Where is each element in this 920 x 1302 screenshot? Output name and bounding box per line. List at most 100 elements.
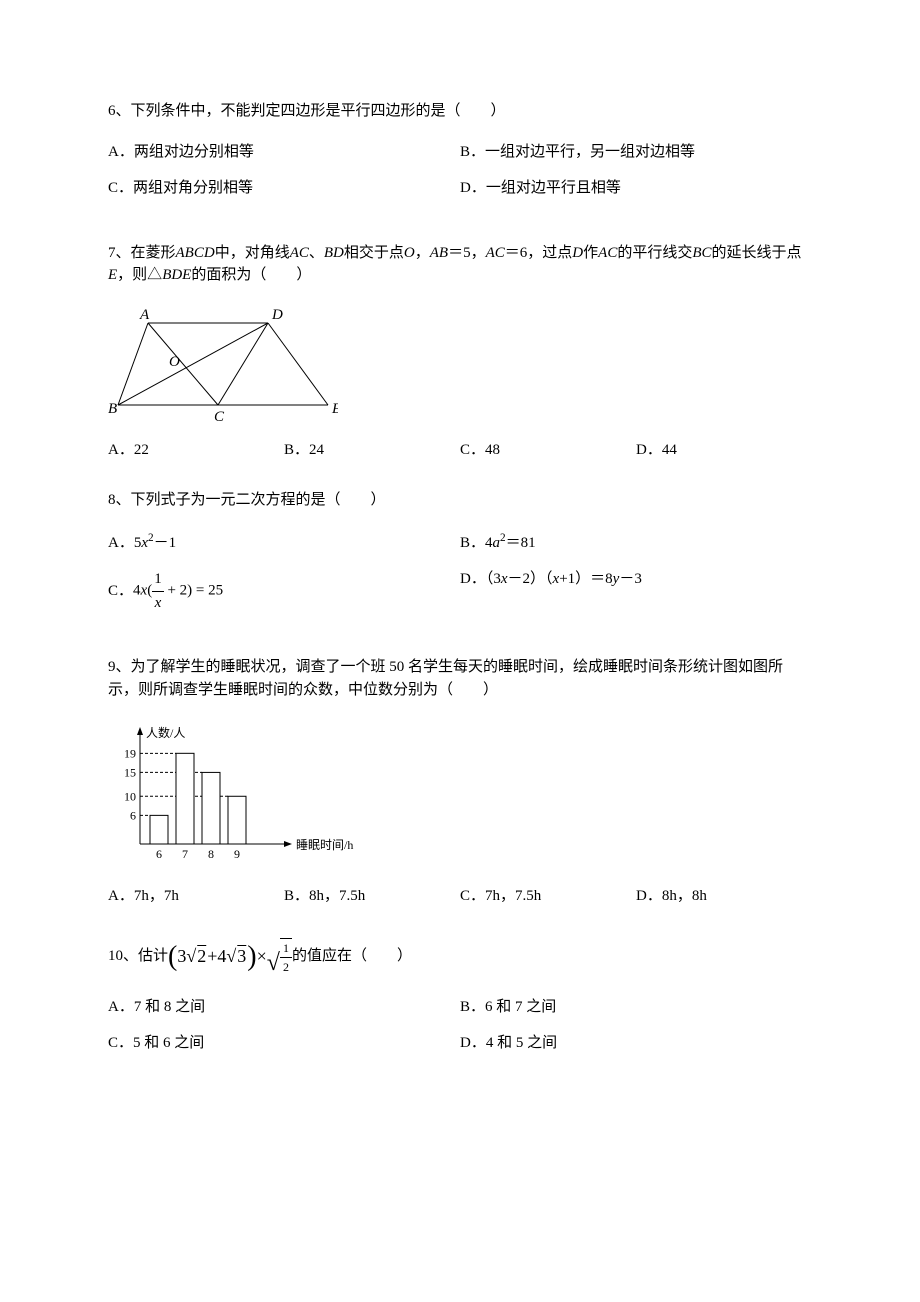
q8-option-a: A．5x2－1: [108, 530, 460, 555]
q6-option-c: C．两组对角分别相等: [108, 177, 460, 200]
rhombus-diagram: A D B C E O: [108, 305, 338, 423]
q7-text: 、: [309, 245, 324, 261]
svg-text:人数/人: 人数/人: [146, 725, 185, 740]
q7-text: 作: [583, 245, 598, 261]
q10-times: ×: [257, 943, 267, 970]
q7-option-b: B．24: [284, 439, 460, 462]
svg-text:15: 15: [124, 765, 136, 779]
svg-text:9: 9: [234, 847, 240, 861]
q9-option-b: B．8h，7.5h: [284, 885, 460, 908]
q7-ac: AC: [290, 245, 309, 261]
svg-text:D: D: [271, 307, 283, 323]
svg-text:19: 19: [124, 746, 136, 760]
q6-option-a: A．两组对边分别相等: [108, 141, 460, 164]
q7-text: 相交于点: [344, 245, 404, 261]
q7-ac2: AC: [486, 245, 505, 261]
question-9: 9、为了解学生的睡眠状况，调查了一个班 50 名学生每天的睡眠时间，绘成睡眠时间…: [108, 656, 812, 908]
q10-num: 1: [280, 939, 292, 958]
q9-stem: 9、为了解学生的睡眠状况，调查了一个班 50 名学生每天的睡眠时间，绘成睡眠时间…: [108, 656, 812, 701]
q10-lp: (: [168, 936, 177, 978]
q8c-den: x: [152, 592, 164, 615]
q7-text: 7、在菱形: [108, 245, 176, 261]
q8c-num: 1: [152, 568, 164, 592]
q8a-var: x: [141, 535, 148, 551]
q8c-4: 4: [133, 582, 141, 598]
q10-sqrt3: 3: [236, 943, 247, 970]
svg-text:6: 6: [156, 847, 162, 861]
q10-den: 2: [280, 958, 292, 976]
bar-chart: 6 10 15 19 6 7 8 9 人数/人睡眠时间/h: [108, 719, 408, 869]
q7-ab: AB: [430, 245, 448, 261]
question-8: 8、下列式子为一元二次方程的是（ ） A．5x2－1 B．4a2＝81 C． 4…: [108, 489, 812, 628]
q7-options: A．22 B．24 C．48 D．44: [108, 439, 812, 462]
q10-text: 的值应在（ ）: [292, 945, 412, 968]
q7-option-a: A．22: [108, 439, 284, 462]
q10-option-c: C．5 和 6 之间: [108, 1032, 460, 1055]
q7-text: 的平行线交: [617, 245, 692, 261]
q10-option-b: B．6 和 7 之间: [460, 996, 812, 1019]
q8a-text: －1: [154, 535, 177, 551]
q10-plus: +4: [207, 943, 226, 970]
q7-text: ＝6，过点: [505, 245, 573, 261]
q8d-text: D．（3: [460, 571, 501, 587]
svg-text:6: 6: [130, 808, 136, 822]
q10-text: 10、估计: [108, 945, 168, 968]
q7-text: ，则△: [117, 267, 162, 283]
q7-ac3: AC: [598, 245, 617, 261]
svg-text:A: A: [139, 307, 150, 323]
q9-option-c: C．7h，7.5h: [460, 885, 636, 908]
q9-option-d: D．8h，8h: [636, 885, 812, 908]
q8d-text: －2）（: [508, 571, 553, 587]
q8b-text: B．4: [460, 535, 493, 551]
q7-bc: BC: [692, 245, 711, 261]
q7-text: ＝5，: [448, 245, 486, 261]
question-6: 6、下列条件中，不能判定四边形是平行四边形的是（ ） A．两组对边分别相等 B．…: [108, 100, 812, 214]
q7-bde: BDE: [162, 267, 191, 283]
svg-text:睡眠时间/h: 睡眠时间/h: [296, 838, 353, 852]
svg-text:O: O: [169, 354, 180, 370]
q8b-var: a: [493, 535, 501, 551]
q10-3: 3: [177, 943, 186, 970]
q7-o: O: [404, 245, 415, 261]
q6-option-d: D．一组对边平行且相等: [460, 177, 812, 200]
q6-stem: 6、下列条件中，不能判定四边形是平行四边形的是（ ）: [108, 100, 812, 123]
q8-stem: 8、下列式子为一元二次方程的是（ ）: [108, 489, 812, 512]
q9-options: A．7h，7h B．8h，7.5h C．7h，7.5h D．8h，8h: [108, 885, 812, 908]
q9-figure: 6 10 15 19 6 7 8 9 人数/人睡眠时间/h: [108, 719, 812, 869]
q7-stem: 7、在菱形ABCD中，对角线AC、BD相交于点O，AB＝5，AC＝6，过点D作A…: [108, 242, 812, 287]
svg-text:C: C: [214, 409, 225, 423]
q6-options: A．两组对边分别相等 B．一组对边平行，另一组对边相等 C．两组对角分别相等 D…: [108, 141, 812, 214]
q8-option-b: B．4a2＝81: [460, 530, 812, 555]
q10-sqrt2: 2: [196, 943, 207, 970]
q8a-text: A．5: [108, 535, 141, 551]
q7-figure: A D B C E O: [108, 305, 812, 423]
q8-option-c: C． 4x(1x + 2) = 25: [108, 568, 460, 614]
q10-options: A．7 和 8 之间 B．6 和 7 之间 C．5 和 6 之间 D．4 和 5…: [108, 996, 812, 1069]
svg-text:10: 10: [124, 789, 136, 803]
svg-text:E: E: [331, 401, 338, 417]
q8-options: A．5x2－1 B．4a2＝81 C． 4x(1x + 2) = 25 D．（3…: [108, 530, 812, 629]
q7-text: 的延长线于点: [712, 245, 802, 261]
q7-option-c: C．48: [460, 439, 636, 462]
q9-option-a: A．7h，7h: [108, 885, 284, 908]
q8d-text: +1）＝8: [559, 571, 612, 587]
question-7: 7、在菱形ABCD中，对角线AC、BD相交于点O，AB＝5，AC＝6，过点D作A…: [108, 242, 812, 462]
svg-text:7: 7: [182, 847, 188, 861]
q8b-text: ＝81: [506, 535, 536, 551]
q10-stem: 10、估计 ( 3√2 +4√3 ) × √12 的值应在（ ）: [108, 936, 812, 978]
svg-text:B: B: [108, 401, 117, 417]
q8d-x1: x: [501, 571, 508, 587]
q8c-text: C．: [108, 580, 133, 603]
q7-e: E: [108, 267, 117, 283]
q10-option-a: A．7 和 8 之间: [108, 996, 460, 1019]
q7-option-d: D．44: [636, 439, 812, 462]
q7-text: ，: [415, 245, 430, 261]
q7-bd: BD: [324, 245, 344, 261]
q7-d: D: [572, 245, 583, 261]
q10-option-d: D．4 和 5 之间: [460, 1032, 812, 1055]
svg-text:8: 8: [208, 847, 214, 861]
q7-text: 中，对角线: [215, 245, 290, 261]
q7-abcd: ABCD: [176, 245, 215, 261]
q8d-text: －3: [619, 571, 642, 587]
q6-option-b: B．一组对边平行，另一组对边相等: [460, 141, 812, 164]
